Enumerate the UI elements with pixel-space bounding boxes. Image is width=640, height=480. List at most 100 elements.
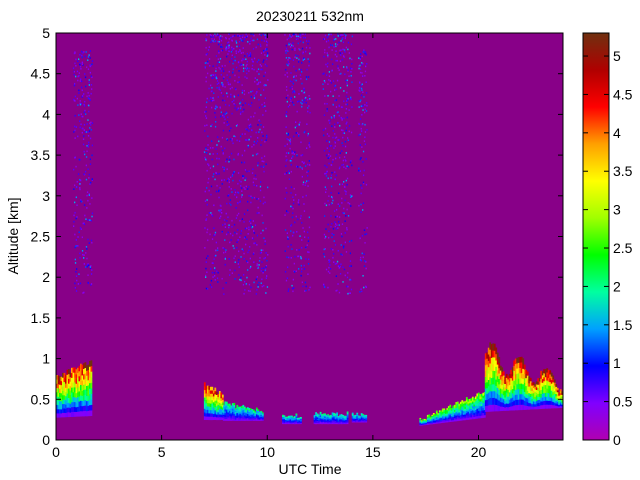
noise-speck (301, 90, 303, 92)
noise-speck (229, 138, 232, 141)
noise-speck (225, 37, 227, 40)
aerosol-cell (510, 402, 513, 407)
aerosol-cell (535, 384, 538, 388)
noise-speck (208, 58, 211, 60)
aerosol-cell (60, 384, 63, 390)
noise-speck (342, 159, 344, 162)
aerosol-cell (322, 413, 325, 415)
aerosol-cell (251, 410, 254, 412)
noise-speck (214, 116, 217, 119)
aerosol-cell (435, 418, 438, 420)
noise-speck (88, 194, 90, 196)
aerosol-cell (83, 410, 85, 417)
aerosol-cell (252, 411, 255, 414)
noise-speck (74, 233, 76, 236)
aerosol-cell (477, 402, 480, 406)
noise-speck (243, 213, 246, 215)
noise-speck (284, 50, 287, 52)
aerosol-cell (441, 408, 444, 411)
noise-speck (259, 63, 261, 66)
noise-speck (234, 261, 236, 263)
aerosol-cell (283, 420, 286, 422)
noise-speck (291, 216, 294, 219)
noise-speck (289, 139, 291, 142)
aerosol-cell (561, 392, 563, 395)
aerosol-cell (522, 373, 525, 380)
noise-speck (303, 268, 306, 270)
noise-speck (308, 144, 310, 146)
aerosol-cell (440, 415, 443, 417)
aerosol-cell (555, 386, 558, 390)
aerosol-cell (365, 419, 368, 421)
noise-speck (253, 177, 255, 180)
noise-speck (215, 121, 217, 123)
noise-speck (266, 48, 268, 50)
aerosol-cell (87, 374, 90, 381)
noise-speck (360, 127, 362, 130)
aerosol-cell (476, 393, 479, 397)
noise-speck (205, 152, 208, 154)
noise-speck (260, 34, 262, 37)
noise-speck (220, 37, 222, 40)
noise-speck (302, 92, 304, 94)
aerosol-cell (492, 356, 495, 365)
aerosol-cell (282, 420, 284, 422)
aerosol-cell (245, 415, 248, 418)
noise-speck (250, 224, 252, 227)
aerosol-cell (495, 353, 498, 361)
aerosol-cell (561, 394, 563, 397)
noise-speck (243, 252, 245, 255)
aerosol-cell (212, 390, 215, 394)
aerosol-cell (230, 417, 233, 420)
noise-speck (238, 274, 240, 276)
noise-speck (230, 188, 232, 190)
noise-speck (263, 237, 265, 239)
noise-speck (340, 253, 342, 255)
aerosol-cell (84, 367, 87, 374)
aerosol-cell (471, 412, 474, 415)
aerosol-cell (449, 416, 452, 419)
noise-speck (293, 231, 295, 234)
aerosol-cell (59, 404, 61, 410)
aerosol-cell (65, 374, 67, 380)
noise-speck (229, 274, 231, 276)
colorbar-tick-label: 3.5 (613, 163, 633, 179)
noise-speck (86, 207, 88, 209)
aerosol-cell (504, 393, 507, 398)
aerosol-cell (294, 420, 296, 422)
aerosol-cell (496, 381, 499, 388)
noise-speck (260, 144, 262, 146)
noise-speck (303, 264, 305, 267)
aerosol-cell (217, 409, 220, 413)
noise-speck (286, 63, 288, 66)
aerosol-cell (59, 388, 61, 393)
noise-speck (86, 194, 88, 197)
noise-speck (210, 97, 212, 99)
noise-speck (74, 262, 77, 264)
aerosol-cell (346, 416, 349, 418)
noise-speck (326, 166, 328, 168)
aerosol-cell (72, 391, 75, 398)
aerosol-cell (89, 366, 91, 373)
aerosol-cell (318, 415, 320, 417)
noise-speck (332, 249, 334, 251)
aerosol-cell (84, 410, 87, 417)
aerosol-cell (337, 418, 340, 420)
noise-speck (349, 57, 351, 60)
aerosol-cell (56, 379, 58, 384)
aerosol-cell (255, 412, 258, 415)
noise-speck (86, 145, 88, 147)
noise-speck (263, 59, 265, 61)
aerosol-cell (218, 396, 221, 400)
aerosol-cell (63, 372, 66, 378)
noise-speck (333, 253, 335, 255)
aerosol-cell (333, 415, 335, 417)
aerosol-cell (333, 418, 335, 420)
aerosol-cell (464, 414, 467, 417)
noise-speck (248, 138, 250, 141)
noise-speck (207, 239, 209, 242)
noise-speck (263, 170, 265, 173)
noise-speck (331, 58, 333, 61)
aerosol-cell (517, 362, 520, 369)
noise-speck (302, 41, 304, 44)
